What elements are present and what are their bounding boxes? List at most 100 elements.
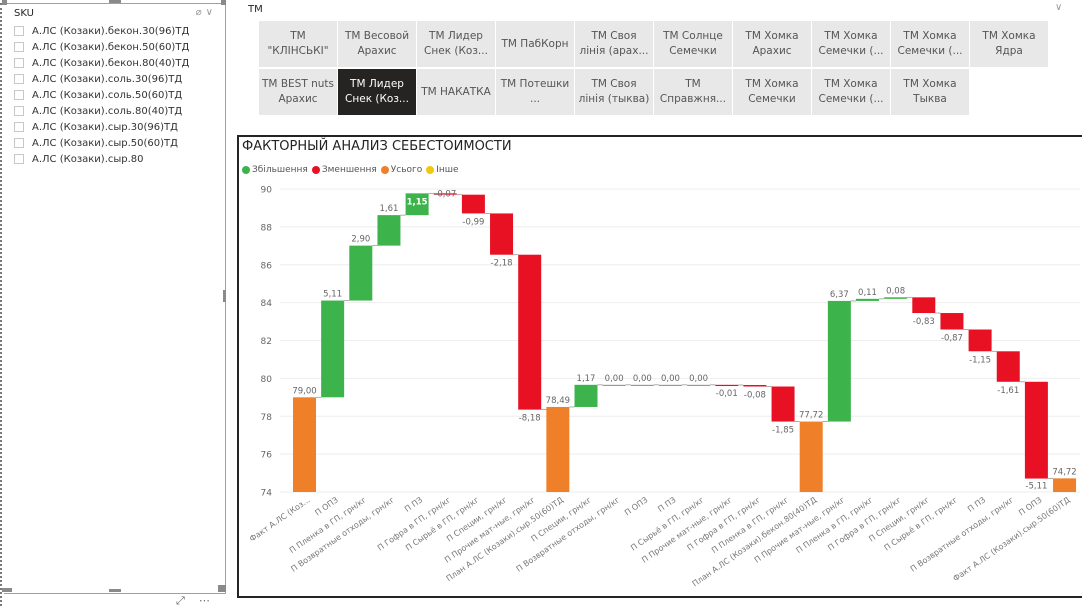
checkbox[interactable]: [14, 122, 24, 132]
y-tick-label: 74: [261, 489, 273, 499]
data-label: 79,00: [292, 386, 316, 396]
checkbox[interactable]: [14, 90, 24, 100]
tm-button[interactable]: ТМ Справжня...: [654, 69, 732, 115]
sku-option-label: А.ЛС (Козаки).сыр.50(60)ТД: [32, 137, 178, 149]
legend-label: Збільшення: [252, 165, 308, 175]
tm-button[interactable]: ТМ Весовой Арахис: [338, 21, 416, 67]
legend-label: Інше: [436, 165, 459, 175]
data-label: -0,87: [941, 334, 963, 344]
waterfall-bar: [658, 384, 682, 387]
data-label: -5,11: [1025, 482, 1047, 492]
checkbox[interactable]: [14, 106, 24, 116]
waterfall-chart-frame: [237, 135, 1082, 598]
data-label: -0,99: [462, 217, 484, 227]
tm-button[interactable]: ТМ BEST nuts Арахис: [259, 69, 337, 115]
focus-mode-icon[interactable]: ⤢: [176, 594, 185, 607]
chart-title: ФАКТОРНЫЙ АНАЛИЗ СЕБЕСТОИМОСТИ: [242, 139, 512, 154]
tm-button[interactable]: ТМ Хомка Ядра: [970, 21, 1048, 67]
resize-handle[interactable]: [2, 588, 12, 592]
data-label: 74,72: [1052, 467, 1076, 477]
sku-option-label: А.ЛС (Козаки).соль.80(40)ТД: [32, 105, 183, 117]
waterfall-bar: [602, 384, 626, 387]
waterfall-bar: [771, 386, 795, 422]
x-category-label: П ПЗ: [403, 495, 424, 514]
resize-handle[interactable]: [2, 0, 7, 5]
y-tick-label: 80: [261, 375, 273, 385]
chevron-down-icon[interactable]: ∨: [205, 7, 217, 18]
tm-button[interactable]: ТМ Своя лінія (арах...: [575, 21, 653, 67]
waterfall-bar: [490, 213, 514, 255]
y-tick-label: 84: [261, 299, 273, 309]
sku-option[interactable]: А.ЛС (Козаки).соль.30(96)ТД: [14, 71, 189, 87]
tm-button[interactable]: ТМ НАКАТКА: [417, 69, 495, 115]
tm-slicer-buttons: ТМ "КЛІНСЬКІ" ТМ Весовой Арахис ТМ Лидер С…: [259, 21, 1059, 115]
sku-option[interactable]: А.ЛС (Козаки).бекон.80(40)ТД: [14, 55, 189, 71]
waterfall-bar: [574, 384, 598, 407]
sku-option-label: А.ЛС (Козаки).бекон.80(40)ТД: [32, 57, 190, 69]
sku-option-label: А.ЛС (Козаки).бекон.50(60)ТД: [32, 41, 190, 53]
chevron-down-icon[interactable]: ∨: [1055, 2, 1063, 13]
resize-handle[interactable]: [109, 589, 121, 592]
tm-button[interactable]: ТМ "КЛІНСЬКІ": [259, 21, 337, 67]
data-label: 2,90: [351, 235, 370, 245]
checkbox[interactable]: [14, 42, 24, 52]
visual-footer: ⤢ ⋯: [176, 594, 224, 608]
waterfall-bar: [687, 384, 711, 387]
resize-handle[interactable]: [221, 0, 226, 5]
tm-button[interactable]: ТМ Хомка Тыква: [891, 69, 969, 115]
tm-button[interactable]: ТМ Хомка Семечки (...: [891, 21, 969, 67]
tm-button[interactable]: ТМ Хомка Семечки (...: [812, 21, 890, 67]
data-label: 5,11: [323, 290, 342, 300]
tm-button[interactable]: ТМ Своя лінія (тыква): [575, 69, 653, 115]
data-label: 0,00: [633, 374, 652, 384]
chart-legend: Збільшення Зменшення Усього Інше: [242, 165, 463, 175]
eraser-icon[interactable]: ⌀: [195, 7, 206, 18]
resize-handle[interactable]: [223, 290, 226, 302]
checkbox[interactable]: [14, 26, 24, 36]
sku-option[interactable]: А.ЛС (Козаки).бекон.50(60)ТД: [14, 39, 189, 55]
data-label: -1,15: [969, 355, 991, 365]
tm-button[interactable]: ТМ Хомка Семечки (...: [812, 69, 890, 115]
legend-item[interactable]: Інше: [426, 165, 459, 175]
data-label: 0,00: [689, 374, 708, 384]
legend-item[interactable]: Зменшення: [311, 165, 377, 175]
legend-marker: [426, 166, 435, 174]
tm-button[interactable]: ТМ Потешки ...: [496, 69, 574, 115]
data-label: -0,08: [744, 391, 766, 401]
checkbox[interactable]: [14, 138, 24, 148]
legend-item[interactable]: Усього: [380, 165, 422, 175]
waterfall-bar: [743, 385, 767, 387]
waterfall-bar: [799, 421, 823, 492]
data-label: 78,49: [546, 396, 570, 406]
sku-option-label: А.ЛС (Козаки).сыр.30(96)ТД: [32, 121, 178, 133]
tm-button[interactable]: ТМ ПабКорн: [496, 21, 574, 67]
legend-item[interactable]: Збільшення: [242, 165, 308, 175]
tm-button[interactable]: ТМ Хомка Арахис: [733, 21, 811, 67]
waterfall-bar: [856, 298, 879, 301]
waterfall-bar: [405, 193, 429, 216]
waterfall-bar: [546, 406, 570, 492]
data-label: 1,17: [577, 374, 596, 384]
sku-option[interactable]: А.ЛС (Козаки).сыр.80: [14, 151, 189, 167]
sku-option[interactable]: А.ЛС (Козаки).сыр.30(96)ТД: [14, 119, 189, 135]
checkbox[interactable]: [14, 74, 24, 84]
resize-handle[interactable]: [218, 585, 226, 592]
tm-button[interactable]: ТМ Хомка Семечки: [733, 69, 811, 115]
sku-option[interactable]: А.ЛС (Козаки).соль.80(40)ТД: [14, 103, 189, 119]
tm-button[interactable]: ТМ Солнце Семечки: [654, 21, 732, 67]
waterfall-bar: [940, 313, 964, 330]
tm-button[interactable]: ТМ Лидер Снек (Коз...: [417, 21, 495, 67]
checkbox[interactable]: [14, 58, 24, 68]
sku-option[interactable]: А.ЛС (Козаки).бекон.30(96)ТД: [14, 23, 189, 39]
sku-option[interactable]: А.ЛС (Козаки).сыр.50(60)ТД: [14, 135, 189, 151]
waterfall-bar: [293, 397, 316, 492]
y-tick-label: 82: [261, 337, 272, 347]
data-label: -0,83: [913, 317, 935, 327]
more-options-icon[interactable]: ⋯: [198, 594, 210, 607]
checkbox[interactable]: [14, 154, 24, 164]
resize-handle[interactable]: [109, 0, 121, 3]
sku-option[interactable]: А.ЛС (Козаки).соль.50(60)ТД: [14, 87, 189, 103]
tm-button[interactable]: ТМ Лидер Снек (Коз...: [338, 69, 416, 115]
data-label: 77,72: [799, 411, 823, 421]
y-tick-label: 76: [261, 451, 273, 461]
